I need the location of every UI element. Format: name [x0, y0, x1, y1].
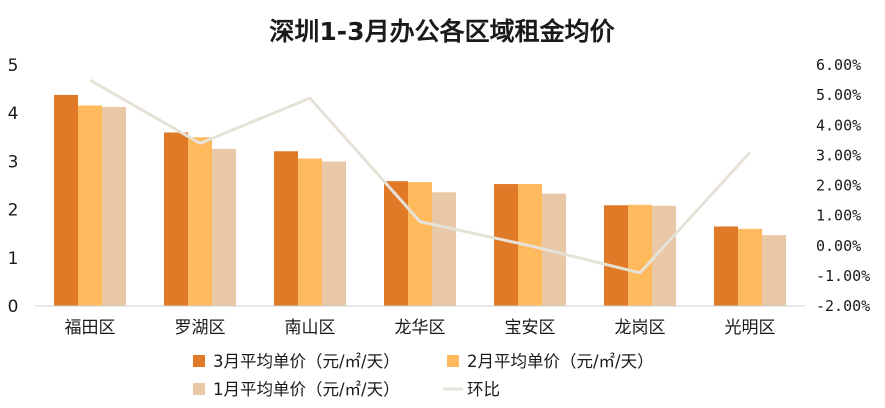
mom-line-series: [89, 78, 752, 275]
category-label: 南山区: [285, 318, 336, 338]
bar-3: [322, 161, 346, 306]
category-label: 福田区: [65, 318, 116, 338]
category-label: 龙岗区: [615, 318, 666, 338]
left-axis-tick-label: 0: [8, 297, 19, 317]
right-axis-tick-label: -1.00%: [816, 267, 870, 285]
bar-1: [164, 132, 188, 306]
bar-1: [494, 184, 518, 306]
left-axis-tick-label: 2: [8, 201, 19, 221]
bar-2: [628, 204, 652, 306]
left-axis-tick-label: 3: [8, 152, 19, 172]
category-label: 罗湖区: [175, 318, 226, 338]
bar-2: [188, 137, 212, 306]
legend: 3月平均单价（元/㎡/天） 2月平均单价（元/㎡/天） 1月平均单价（元/㎡/天） 环…: [193, 352, 654, 399]
chart-title: 深圳1-3月办公各区域租金均价: [269, 17, 615, 46]
bar-1: [714, 226, 738, 306]
legend-label: 2月平均单价（元/㎡/天）: [467, 352, 654, 371]
right-axis-tick-label: 5.00%: [816, 86, 861, 104]
bar-3: [212, 148, 236, 306]
left-axis-tick-label: 5: [8, 56, 19, 76]
bar-3: [762, 235, 786, 306]
right-axis-tick-label: 3.00%: [816, 146, 861, 164]
legend-label: 环比: [467, 380, 500, 399]
right-axis-tick-label: 4.00%: [816, 116, 861, 134]
left-axis-tick-labels: 0 1 2 3 4 5: [8, 56, 19, 317]
legend-label: 3月平均单价（元/㎡/天）: [213, 352, 400, 371]
left-axis-tick-label: 4: [8, 104, 19, 124]
bar-2: [298, 158, 322, 306]
right-axis-tick-label: 6.00%: [816, 56, 861, 74]
bar-2: [78, 105, 102, 306]
bar-2: [738, 228, 762, 306]
legend-label: 1月平均单价（元/㎡/天）: [213, 380, 400, 399]
right-axis-tick-label: -2.00%: [816, 297, 870, 315]
right-axis-tick-label: 2.00%: [816, 177, 861, 195]
category-label: 光明区: [725, 318, 776, 338]
bar-1: [54, 94, 78, 306]
right-axis-tick-label: 1.00%: [816, 207, 861, 225]
bar-1: [274, 151, 298, 306]
legend-swatch: [447, 355, 459, 367]
category-labels: 福田区 罗湖区 南山区 龙华区 宝安区 龙岗区 光明区: [65, 318, 776, 338]
bar-3: [102, 106, 126, 307]
bar-2: [408, 182, 432, 306]
bar-1: [604, 205, 628, 306]
right-axis-tick-label: 0.00%: [816, 237, 861, 255]
left-axis-tick-label: 1: [8, 249, 19, 269]
category-label: 宝安区: [505, 318, 556, 338]
category-label: 龙华区: [395, 318, 446, 338]
mom-line: [89, 78, 752, 275]
bar-series: [54, 94, 786, 307]
bar-3: [432, 192, 456, 306]
right-axis-tick-labels: -2.00% -1.00% 0.00% 1.00% 2.00% 3.00% 4.00% 5.0…: [816, 56, 870, 315]
bar-1: [384, 181, 408, 306]
legend-swatch: [193, 355, 205, 367]
legend-swatch: [193, 383, 205, 395]
